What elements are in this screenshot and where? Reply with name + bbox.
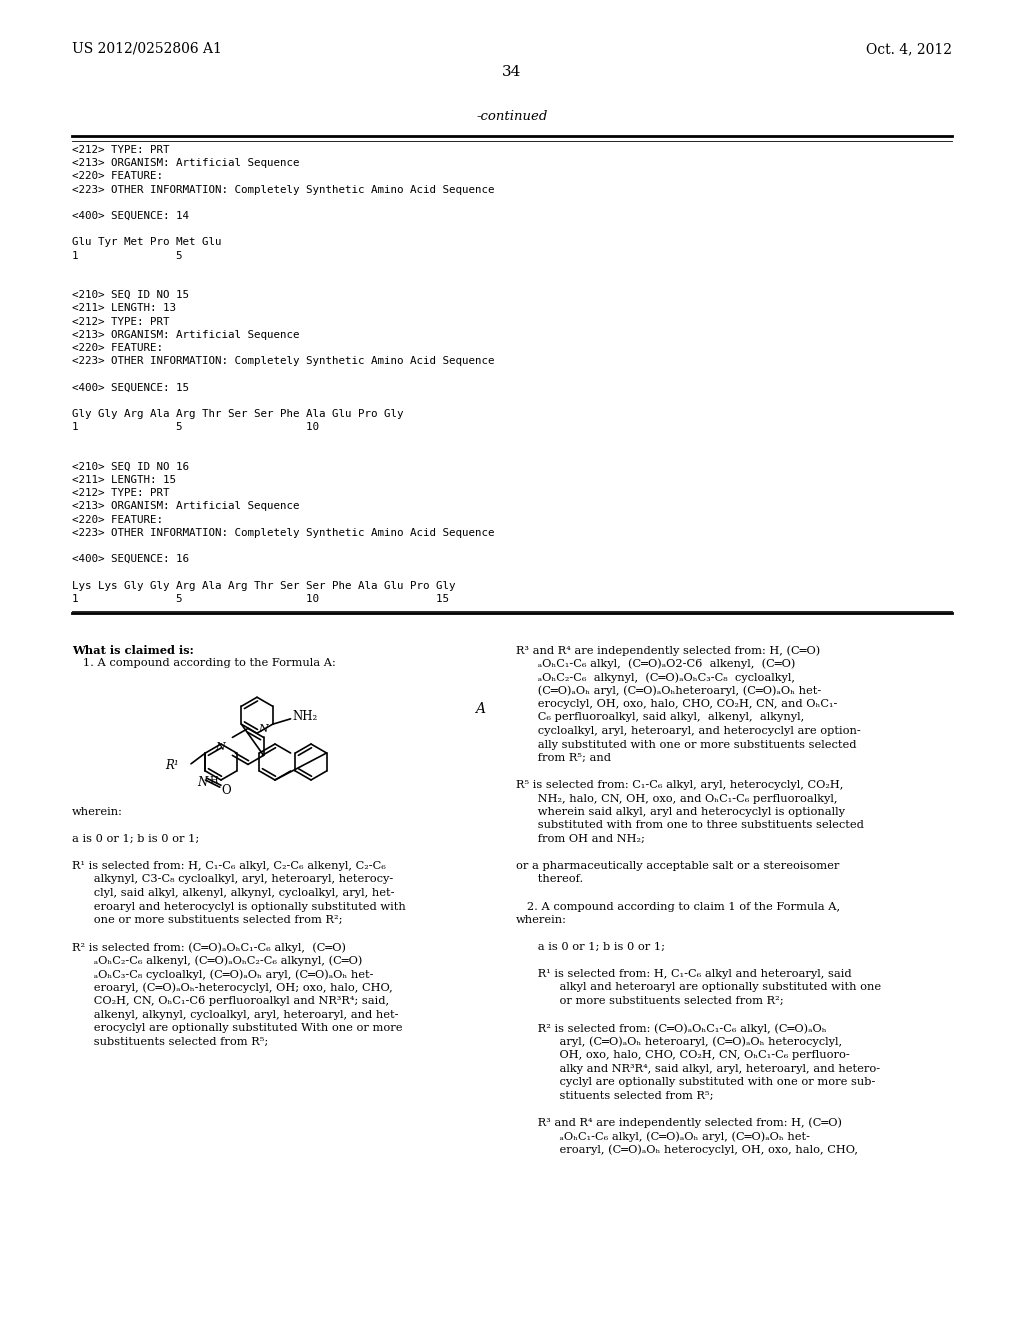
Text: 1               5: 1 5 bbox=[72, 251, 182, 260]
Text: N: N bbox=[198, 776, 208, 789]
Text: R¹ is selected from: H, C₁-C₆ alkyl and heteroaryl, said: R¹ is selected from: H, C₁-C₆ alkyl and … bbox=[516, 969, 852, 979]
Text: R² is selected from: (C═O)ₐOₕC₁-C₆ alkyl,  (C═O): R² is selected from: (C═O)ₐOₕC₁-C₆ alkyl… bbox=[72, 942, 346, 953]
Text: <212> TYPE: PRT: <212> TYPE: PRT bbox=[72, 488, 170, 498]
Text: <400> SEQUENCE: 16: <400> SEQUENCE: 16 bbox=[72, 554, 189, 564]
Text: a is 0 or 1; b is 0 or 1;: a is 0 or 1; b is 0 or 1; bbox=[72, 834, 200, 843]
Text: wherein said alkyl, aryl and heterocyclyl is optionally: wherein said alkyl, aryl and heterocycly… bbox=[516, 807, 845, 817]
Text: <211> LENGTH: 15: <211> LENGTH: 15 bbox=[72, 475, 176, 484]
Text: aryl, (C═O)ₐOₕ heteroaryl, (C═O)ₐOₕ heterocyclyl,: aryl, (C═O)ₐOₕ heteroaryl, (C═O)ₐOₕ hete… bbox=[516, 1036, 842, 1047]
Text: R¹ is selected from: H, C₁-C₆ alkyl, C₂-C₆ alkenyl, C₂-C₆: R¹ is selected from: H, C₁-C₆ alkyl, C₂-… bbox=[72, 861, 386, 871]
Text: 1. A compound according to the Formula A:: 1. A compound according to the Formula A… bbox=[72, 659, 336, 668]
Text: ₐOₕC₃-C₈ cycloalkyl, (C═O)ₐOₕ aryl, (C═O)ₐOₕ het-: ₐOₕC₃-C₈ cycloalkyl, (C═O)ₐOₕ aryl, (C═O… bbox=[72, 969, 374, 979]
Text: substituted with from one to three substituents selected: substituted with from one to three subst… bbox=[516, 821, 864, 830]
Text: <400> SEQUENCE: 15: <400> SEQUENCE: 15 bbox=[72, 383, 189, 392]
Text: <223> OTHER INFORMATION: Completely Synthetic Amino Acid Sequence: <223> OTHER INFORMATION: Completely Synt… bbox=[72, 185, 495, 194]
Text: substituents selected from R⁵;: substituents selected from R⁵; bbox=[72, 1036, 268, 1047]
Text: erocyclyl are optionally substituted With one or more: erocyclyl are optionally substituted Wit… bbox=[72, 1023, 402, 1034]
Text: R³ and R⁴ are independently selected from: H, (C═O): R³ and R⁴ are independently selected fro… bbox=[516, 1118, 842, 1129]
Text: one or more substituents selected from R²;: one or more substituents selected from R… bbox=[72, 915, 342, 925]
Text: alkyl and heteroaryl are optionally substituted with one: alkyl and heteroaryl are optionally subs… bbox=[516, 982, 881, 993]
Text: <212> TYPE: PRT: <212> TYPE: PRT bbox=[72, 317, 170, 326]
Text: R² is selected from: (C═O)ₐOₕC₁-C₆ alkyl, (C═O)ₐOₕ: R² is selected from: (C═O)ₐOₕC₁-C₆ alkyl… bbox=[516, 1023, 826, 1034]
Text: <212> TYPE: PRT: <212> TYPE: PRT bbox=[72, 145, 170, 154]
Text: alkenyl, alkynyl, cycloalkyl, aryl, heteroaryl, and het-: alkenyl, alkynyl, cycloalkyl, aryl, hete… bbox=[72, 1010, 398, 1019]
Text: <223> OTHER INFORMATION: Completely Synthetic Amino Acid Sequence: <223> OTHER INFORMATION: Completely Synt… bbox=[72, 356, 495, 366]
Text: OH, oxo, halo, CHO, CO₂H, CN, OₕC₁-C₆ perfluoro-: OH, oxo, halo, CHO, CO₂H, CN, OₕC₁-C₆ pe… bbox=[516, 1049, 850, 1060]
Text: <220> FEATURE:: <220> FEATURE: bbox=[72, 515, 163, 524]
Text: cycloalkyl, aryl, heteroaryl, and heterocyclyl are option-: cycloalkyl, aryl, heteroaryl, and hetero… bbox=[516, 726, 861, 737]
Text: What is claimed is:: What is claimed is: bbox=[72, 645, 194, 656]
Text: ally substituted with one or more substituents selected: ally substituted with one or more substi… bbox=[516, 739, 856, 750]
Text: wherein:: wherein: bbox=[72, 807, 123, 817]
Text: US 2012/0252806 A1: US 2012/0252806 A1 bbox=[72, 42, 222, 55]
Text: O: O bbox=[222, 784, 231, 797]
Text: ₐOₕC₁-C₆ alkyl,  (C═O)ₐO2-C6  alkenyl,  (C═O): ₐOₕC₁-C₆ alkyl, (C═O)ₐO2-C6 alkenyl, (C═… bbox=[516, 659, 796, 669]
Text: <211> LENGTH: 13: <211> LENGTH: 13 bbox=[72, 304, 176, 313]
Text: <400> SEQUENCE: 14: <400> SEQUENCE: 14 bbox=[72, 211, 189, 220]
Text: ₐOₕC₂-C₆  alkynyl,  (C═O)ₐOₕC₃-C₈  cycloalkyl,: ₐOₕC₂-C₆ alkynyl, (C═O)ₐOₕC₃-C₈ cycloalk… bbox=[516, 672, 795, 682]
Text: eroaryl, (C═O)ₐOₕ-heterocyclyl, OH; oxo, halo, CHO,: eroaryl, (C═O)ₐOₕ-heterocyclyl, OH; oxo,… bbox=[72, 982, 393, 993]
Text: from R⁵; and: from R⁵; and bbox=[516, 752, 611, 763]
Text: ₐOₕC₁-C₆ alkyl, (C═O)ₐOₕ aryl, (C═O)ₐOₕ het-: ₐOₕC₁-C₆ alkyl, (C═O)ₐOₕ aryl, (C═O)ₐOₕ … bbox=[516, 1131, 810, 1142]
Text: eroaryl and heterocyclyl is optionally substituted with: eroaryl and heterocyclyl is optionally s… bbox=[72, 902, 406, 912]
Text: <223> OTHER INFORMATION: Completely Synthetic Amino Acid Sequence: <223> OTHER INFORMATION: Completely Synt… bbox=[72, 528, 495, 537]
Text: alky and NR³R⁴, said alkyl, aryl, heteroaryl, and hetero-: alky and NR³R⁴, said alkyl, aryl, hetero… bbox=[516, 1064, 880, 1073]
Text: CO₂H, CN, OₕC₁-C6 perfluoroalkyl and NR³R⁴; said,: CO₂H, CN, OₕC₁-C6 perfluoroalkyl and NR³… bbox=[72, 997, 389, 1006]
Text: 34: 34 bbox=[503, 65, 521, 79]
Text: <220> FEATURE:: <220> FEATURE: bbox=[72, 172, 163, 181]
Text: 2. A compound according to claim 1 of the Formula A,: 2. A compound according to claim 1 of th… bbox=[516, 902, 840, 912]
Text: R¹: R¹ bbox=[166, 759, 179, 772]
Text: stituents selected from R⁵;: stituents selected from R⁵; bbox=[516, 1090, 714, 1101]
Text: <210> SEQ ID NO 15: <210> SEQ ID NO 15 bbox=[72, 290, 189, 300]
Text: from OH and NH₂;: from OH and NH₂; bbox=[516, 834, 645, 843]
Text: 1               5                   10                  15: 1 5 10 15 bbox=[72, 594, 449, 603]
Text: <213> ORGANISM: Artificial Sequence: <213> ORGANISM: Artificial Sequence bbox=[72, 502, 299, 511]
Text: (C═O)ₐOₕ aryl, (C═O)ₐOₕheteroaryl, (C═O)ₐOₕ het-: (C═O)ₐOₕ aryl, (C═O)ₐOₕheteroaryl, (C═O)… bbox=[516, 685, 821, 696]
Text: <220> FEATURE:: <220> FEATURE: bbox=[72, 343, 163, 352]
Text: Glu Tyr Met Pro Met Glu: Glu Tyr Met Pro Met Glu bbox=[72, 238, 221, 247]
Text: <213> ORGANISM: Artificial Sequence: <213> ORGANISM: Artificial Sequence bbox=[72, 158, 299, 168]
Text: <213> ORGANISM: Artificial Sequence: <213> ORGANISM: Artificial Sequence bbox=[72, 330, 299, 339]
Text: thereof.: thereof. bbox=[516, 874, 584, 884]
Text: clyl, said alkyl, alkenyl, alkynyl, cycloalkyl, aryl, het-: clyl, said alkyl, alkenyl, alkynyl, cycl… bbox=[72, 888, 394, 898]
Text: or more substituents selected from R²;: or more substituents selected from R²; bbox=[516, 997, 783, 1006]
Text: 1               5                   10: 1 5 10 bbox=[72, 422, 319, 432]
Text: C₆ perfluoroalkyl, said alkyl,  alkenyl,  alkynyl,: C₆ perfluoroalkyl, said alkyl, alkenyl, … bbox=[516, 713, 804, 722]
Text: cyclyl are optionally substituted with one or more sub-: cyclyl are optionally substituted with o… bbox=[516, 1077, 876, 1086]
Text: alkynyl, C3-C₈ cycloalkyl, aryl, heteroaryl, heterocy-: alkynyl, C3-C₈ cycloalkyl, aryl, heteroa… bbox=[72, 874, 393, 884]
Text: erocyclyl, OH, oxo, halo, CHO, CO₂H, CN, and OₕC₁-: erocyclyl, OH, oxo, halo, CHO, CO₂H, CN,… bbox=[516, 700, 838, 709]
Text: -continued: -continued bbox=[476, 110, 548, 123]
Text: ₐOₕC₂-C₆ alkenyl, (C═O)ₐOₕC₂-C₆ alkynyl, (C═O): ₐOₕC₂-C₆ alkenyl, (C═O)ₐOₕC₂-C₆ alkynyl,… bbox=[72, 956, 362, 966]
Text: a is 0 or 1; b is 0 or 1;: a is 0 or 1; b is 0 or 1; bbox=[516, 942, 665, 952]
Text: N: N bbox=[259, 725, 268, 734]
Text: Lys Lys Gly Gly Arg Ala Arg Thr Ser Ser Phe Ala Glu Pro Gly: Lys Lys Gly Gly Arg Ala Arg Thr Ser Ser … bbox=[72, 581, 456, 590]
Text: wherein:: wherein: bbox=[516, 915, 567, 925]
Text: H: H bbox=[210, 776, 218, 785]
Text: NH₂, halo, CN, OH, oxo, and OₕC₁-C₆ perfluoroalkyl,: NH₂, halo, CN, OH, oxo, and OₕC₁-C₆ perf… bbox=[516, 793, 838, 804]
Text: Oct. 4, 2012: Oct. 4, 2012 bbox=[866, 42, 952, 55]
Text: or a pharmaceutically acceptable salt or a stereoisomer: or a pharmaceutically acceptable salt or… bbox=[516, 861, 840, 871]
Text: N: N bbox=[215, 742, 225, 751]
Text: eroaryl, (C═O)ₐOₕ heterocyclyl, OH, oxo, halo, CHO,: eroaryl, (C═O)ₐOₕ heterocyclyl, OH, oxo,… bbox=[516, 1144, 858, 1155]
Text: Gly Gly Arg Ala Arg Thr Ser Ser Phe Ala Glu Pro Gly: Gly Gly Arg Ala Arg Thr Ser Ser Phe Ala … bbox=[72, 409, 403, 418]
Text: A: A bbox=[475, 702, 485, 715]
Text: R³ and R⁴ are independently selected from: H, (C═O): R³ and R⁴ are independently selected fro… bbox=[516, 645, 820, 656]
Text: <210> SEQ ID NO 16: <210> SEQ ID NO 16 bbox=[72, 462, 189, 471]
Text: NH₂: NH₂ bbox=[293, 710, 317, 723]
Text: R⁵ is selected from: C₁-C₆ alkyl, aryl, heterocyclyl, CO₂H,: R⁵ is selected from: C₁-C₆ alkyl, aryl, … bbox=[516, 780, 844, 789]
